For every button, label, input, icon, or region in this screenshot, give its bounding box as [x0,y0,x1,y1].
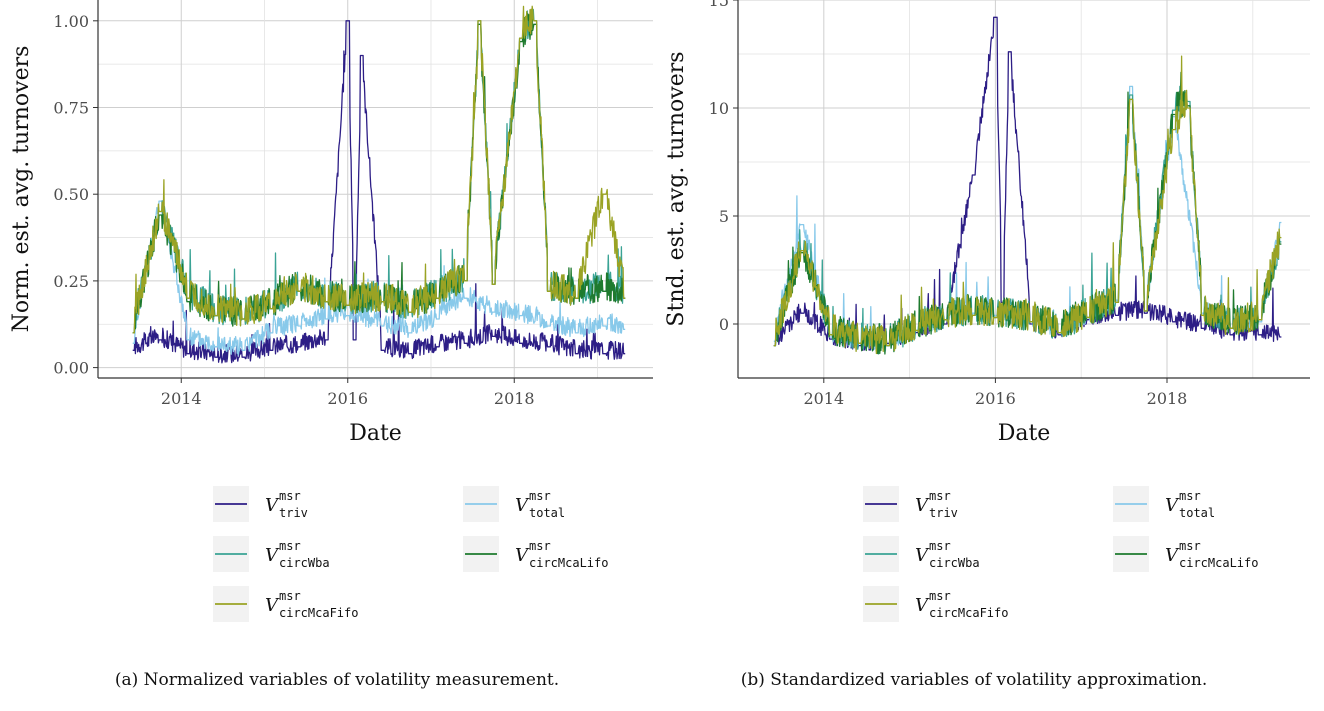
x-tick-label: 2018 [1147,389,1188,408]
x-tick-label: 2016 [327,389,368,408]
legend-label-main: V [265,595,280,616]
y-tick-label: 5 [719,207,729,226]
legend-label-sup: msr [1179,489,1201,503]
y-tick-label: 0.75 [53,99,89,118]
series-line-circMcaFifo [773,55,1282,355]
legend-label-main: V [1165,545,1180,566]
legend-label-main: V [265,495,280,516]
x-tick-label: 2014 [161,389,202,408]
legend-label-main: V [515,495,530,516]
legend-label-sub: circMcaFifo [279,606,358,620]
series-line-circMcaFifo [132,5,626,334]
y-tick-label: 10 [709,99,729,118]
x-axis-title: Date [998,421,1051,446]
x-axis-title: Date [349,421,402,446]
legend-label-sub: triv [279,506,308,520]
legend-label-sub: total [529,506,565,520]
y-tick-label: 1.00 [53,12,89,31]
legend-label-sup: msr [279,489,301,503]
legend-label-sub: triv [929,506,958,520]
legend-label-main: V [265,545,280,566]
legend-label-sub: circWba [279,556,330,570]
y-tick-label: 15 [709,0,729,10]
y-tick-label: 0 [719,315,729,334]
legend-label-sup: msr [929,539,951,553]
series-line-total [132,200,626,356]
legend-label-sub: circMcaLifo [1179,556,1258,570]
x-tick-label: 2014 [803,389,844,408]
legend-label-sub: circWba [929,556,980,570]
y-tick-label: 0.00 [53,359,89,378]
y-tick-label: 0.50 [53,185,89,204]
figure-caption: (a) Normalized variables of volatility m… [115,670,559,690]
legend-label-sup: msr [1179,539,1201,553]
legend-label-sup: msr [279,589,301,603]
y-tick-label: 0.25 [53,272,89,291]
legend-label-sub: total [1179,506,1215,520]
legend-label-sup: msr [279,539,301,553]
legend-label-sup: msr [529,489,551,503]
legend-label-main: V [1165,495,1180,516]
legend-label-sup: msr [529,539,551,553]
legend-label-sub: circMcaLifo [529,556,608,570]
x-tick-label: 2016 [975,389,1016,408]
figure-caption: (b) Standardized variables of volatility… [741,670,1208,690]
legend-label-main: V [515,545,530,566]
chart-panel-a: 0.00 0.25 0.50 0.75 1.00 2014 2016 2018 Date Norm… [9,0,653,690]
legend-label-main: V [915,545,930,566]
legend-label-main: V [915,595,930,616]
chart-panel-b: 0 5 10 15 2014 2016 2018 Date Stnd. est. avg. tu… [664,0,1310,690]
legend-label-sup: msr [929,489,951,503]
y-axis-title: Norm. est. avg. turnovers [9,46,34,333]
x-tick-label: 2018 [494,389,535,408]
y-axis-title: Stnd. est. avg. turnovers [664,51,689,326]
legend-label-sub: circMcaFifo [929,606,1008,620]
legend-label-sup: msr [929,589,951,603]
legend-label-main: V [915,495,930,516]
